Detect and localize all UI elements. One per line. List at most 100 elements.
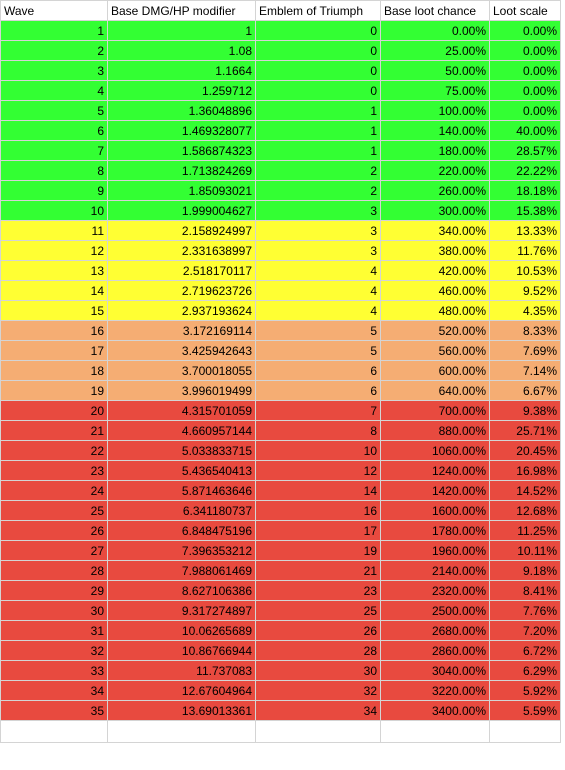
cell-wave[interactable]: 34 bbox=[0, 680, 108, 701]
cell-loot-scale[interactable]: 0.00% bbox=[489, 80, 561, 101]
cell-wave[interactable]: 8 bbox=[0, 160, 108, 181]
cell-base-modifier[interactable]: 7.988061469 bbox=[107, 560, 256, 581]
cell-base-modifier[interactable]: 1.85093021 bbox=[107, 180, 256, 201]
cell-emblem-of-triumph[interactable]: 1 bbox=[255, 140, 381, 161]
cell-base-modifier[interactable]: 1.469328077 bbox=[107, 120, 256, 141]
cell-base-modifier[interactable]: 2.518170117 bbox=[107, 260, 256, 281]
cell-base-loot-chance[interactable]: 220.00% bbox=[380, 160, 490, 181]
cell-base-loot-chance[interactable]: 420.00% bbox=[380, 260, 490, 281]
cell-base-loot-chance[interactable]: 380.00% bbox=[380, 240, 490, 261]
cell-wave[interactable]: 19 bbox=[0, 380, 108, 401]
cell-wave[interactable]: 11 bbox=[0, 220, 108, 241]
cell-base-loot-chance[interactable]: 2860.00% bbox=[380, 640, 490, 661]
cell-emblem-of-triumph[interactable]: 2 bbox=[255, 160, 381, 181]
cell-wave[interactable]: 21 bbox=[0, 420, 108, 441]
empty-cell[interactable] bbox=[0, 720, 108, 743]
cell-emblem-of-triumph[interactable]: 28 bbox=[255, 640, 381, 661]
cell-wave[interactable]: 31 bbox=[0, 620, 108, 641]
cell-emblem-of-triumph[interactable]: 4 bbox=[255, 300, 381, 321]
cell-loot-scale[interactable]: 16.98% bbox=[489, 460, 561, 481]
cell-base-modifier[interactable]: 1.586874323 bbox=[107, 140, 256, 161]
cell-loot-scale[interactable]: 0.00% bbox=[489, 60, 561, 81]
cell-wave[interactable]: 28 bbox=[0, 560, 108, 581]
cell-loot-scale[interactable]: 9.18% bbox=[489, 560, 561, 581]
cell-base-modifier[interactable]: 5.871463646 bbox=[107, 480, 256, 501]
cell-wave[interactable]: 10 bbox=[0, 200, 108, 221]
cell-emblem-of-triumph[interactable]: 34 bbox=[255, 700, 381, 721]
cell-base-modifier[interactable]: 6.848475196 bbox=[107, 520, 256, 541]
cell-base-modifier[interactable]: 1.259712 bbox=[107, 80, 256, 101]
cell-base-loot-chance[interactable]: 50.00% bbox=[380, 60, 490, 81]
cell-base-loot-chance[interactable]: 560.00% bbox=[380, 340, 490, 361]
cell-loot-scale[interactable]: 8.33% bbox=[489, 320, 561, 341]
cell-loot-scale[interactable]: 22.22% bbox=[489, 160, 561, 181]
cell-emblem-of-triumph[interactable]: 4 bbox=[255, 280, 381, 301]
cell-emblem-of-triumph[interactable]: 14 bbox=[255, 480, 381, 501]
cell-base-modifier[interactable]: 13.69013361 bbox=[107, 700, 256, 721]
cell-loot-scale[interactable]: 6.29% bbox=[489, 660, 561, 681]
cell-wave[interactable]: 6 bbox=[0, 120, 108, 141]
cell-base-loot-chance[interactable]: 2320.00% bbox=[380, 580, 490, 601]
cell-base-loot-chance[interactable]: 75.00% bbox=[380, 80, 490, 101]
cell-loot-scale[interactable]: 6.72% bbox=[489, 640, 561, 661]
cell-base-modifier[interactable]: 4.660957144 bbox=[107, 420, 256, 441]
cell-base-modifier[interactable]: 3.172169114 bbox=[107, 320, 256, 341]
cell-loot-scale[interactable]: 25.71% bbox=[489, 420, 561, 441]
cell-emblem-of-triumph[interactable]: 3 bbox=[255, 240, 381, 261]
cell-base-modifier[interactable]: 3.700018055 bbox=[107, 360, 256, 381]
cell-base-loot-chance[interactable]: 2680.00% bbox=[380, 620, 490, 641]
cell-base-loot-chance[interactable]: 260.00% bbox=[380, 180, 490, 201]
cell-base-loot-chance[interactable]: 1600.00% bbox=[380, 500, 490, 521]
cell-loot-scale[interactable]: 6.67% bbox=[489, 380, 561, 401]
cell-emblem-of-triumph[interactable]: 0 bbox=[255, 40, 381, 61]
cell-loot-scale[interactable]: 12.68% bbox=[489, 500, 561, 521]
cell-emblem-of-triumph[interactable]: 7 bbox=[255, 400, 381, 421]
cell-loot-scale[interactable]: 8.41% bbox=[489, 580, 561, 601]
cell-emblem-of-triumph[interactable]: 5 bbox=[255, 340, 381, 361]
cell-emblem-of-triumph[interactable]: 4 bbox=[255, 260, 381, 281]
header-base-modifier[interactable]: Base DMG/HP modifier bbox=[107, 0, 256, 21]
cell-loot-scale[interactable]: 13.33% bbox=[489, 220, 561, 241]
cell-loot-scale[interactable]: 0.00% bbox=[489, 40, 561, 61]
cell-base-modifier[interactable]: 10.06265689 bbox=[107, 620, 256, 641]
cell-loot-scale[interactable]: 10.11% bbox=[489, 540, 561, 561]
cell-wave[interactable]: 27 bbox=[0, 540, 108, 561]
cell-base-modifier[interactable]: 2.158924997 bbox=[107, 220, 256, 241]
cell-wave[interactable]: 7 bbox=[0, 140, 108, 161]
cell-wave[interactable]: 1 bbox=[0, 20, 108, 41]
cell-emblem-of-triumph[interactable]: 0 bbox=[255, 80, 381, 101]
cell-emblem-of-triumph[interactable]: 5 bbox=[255, 320, 381, 341]
cell-base-loot-chance[interactable]: 1780.00% bbox=[380, 520, 490, 541]
cell-wave[interactable]: 23 bbox=[0, 460, 108, 481]
cell-loot-scale[interactable]: 5.92% bbox=[489, 680, 561, 701]
cell-emblem-of-triumph[interactable]: 26 bbox=[255, 620, 381, 641]
cell-loot-scale[interactable]: 7.69% bbox=[489, 340, 561, 361]
cell-base-loot-chance[interactable]: 3040.00% bbox=[380, 660, 490, 681]
header-wave[interactable]: Wave bbox=[0, 0, 108, 21]
cell-base-modifier[interactable]: 1.999004627 bbox=[107, 200, 256, 221]
cell-wave[interactable]: 22 bbox=[0, 440, 108, 461]
cell-loot-scale[interactable]: 5.59% bbox=[489, 700, 561, 721]
cell-loot-scale[interactable]: 7.76% bbox=[489, 600, 561, 621]
cell-wave[interactable]: 35 bbox=[0, 700, 108, 721]
cell-wave[interactable]: 30 bbox=[0, 600, 108, 621]
cell-base-loot-chance[interactable]: 2140.00% bbox=[380, 560, 490, 581]
cell-emblem-of-triumph[interactable]: 3 bbox=[255, 220, 381, 241]
cell-emblem-of-triumph[interactable]: 17 bbox=[255, 520, 381, 541]
cell-base-modifier[interactable]: 12.67604964 bbox=[107, 680, 256, 701]
cell-base-loot-chance[interactable]: 640.00% bbox=[380, 380, 490, 401]
cell-base-modifier[interactable]: 3.425942643 bbox=[107, 340, 256, 361]
cell-base-loot-chance[interactable]: 3220.00% bbox=[380, 680, 490, 701]
cell-base-modifier[interactable]: 2.719623726 bbox=[107, 280, 256, 301]
cell-base-loot-chance[interactable]: 340.00% bbox=[380, 220, 490, 241]
cell-base-loot-chance[interactable]: 1060.00% bbox=[380, 440, 490, 461]
empty-cell[interactable] bbox=[380, 720, 490, 743]
cell-wave[interactable]: 13 bbox=[0, 260, 108, 281]
cell-wave[interactable]: 16 bbox=[0, 320, 108, 341]
cell-base-modifier[interactable]: 1 bbox=[107, 20, 256, 41]
cell-base-modifier[interactable]: 9.317274897 bbox=[107, 600, 256, 621]
header-emblem-of-triumph[interactable]: Emblem of Triumph bbox=[255, 0, 381, 21]
cell-loot-scale[interactable]: 15.38% bbox=[489, 200, 561, 221]
cell-wave[interactable]: 20 bbox=[0, 400, 108, 421]
cell-emblem-of-triumph[interactable]: 32 bbox=[255, 680, 381, 701]
